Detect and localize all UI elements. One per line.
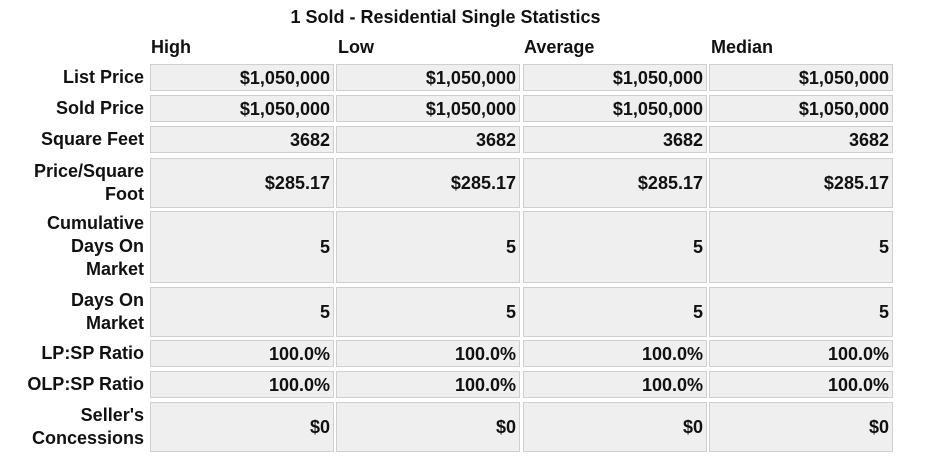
table-cell: $0 — [336, 402, 520, 452]
table-cell: $1,050,000 — [150, 64, 334, 91]
column-header-average: Average — [524, 37, 595, 57]
table-cell: 3682 — [709, 126, 893, 153]
table-cell: $1,050,000 — [709, 95, 893, 122]
table-row: LP:SP Ratio 100.0% 100.0% 100.0% 100.0% — [0, 339, 930, 367]
table-cell: $1,050,000 — [150, 95, 334, 122]
table-row: OLP:SP Ratio 100.0% 100.0% 100.0% 100.0% — [0, 370, 930, 398]
table-cell: 100.0% — [336, 371, 520, 398]
table-cell: 3682 — [523, 126, 707, 153]
table-row: Price/Square Foot $285.17 $285.17 $285.1… — [0, 157, 930, 208]
page-title: 1 Sold - Residential Single Statistics — [290, 7, 601, 27]
table-cell: 3682 — [336, 126, 520, 153]
table-cell: $285.17 — [523, 158, 707, 208]
table-cell: 100.0% — [336, 340, 520, 367]
table-cell: 100.0% — [150, 340, 334, 367]
table-row: Sold Price $1,050,000 $1,050,000 $1,050,… — [0, 94, 930, 122]
table-cell: $1,050,000 — [523, 64, 707, 91]
table-cell: 100.0% — [709, 340, 893, 367]
row-label: List Price — [62, 66, 144, 87]
row-label: LP:SP Ratio — [41, 342, 144, 363]
table-row: Cumulative Days On Market 5 5 5 5 — [0, 210, 930, 283]
column-headers: High Low Average Median — [0, 36, 930, 58]
table-cell: 3682 — [150, 126, 334, 153]
table-cell: 5 — [709, 287, 893, 337]
table-row: Square Feet 3682 3682 3682 3682 — [0, 125, 930, 153]
row-label: Cumulative Days On Market — [46, 213, 144, 279]
table-cell: 100.0% — [150, 371, 334, 398]
table-cell: 5 — [336, 287, 520, 337]
table-row: Days On Market 5 5 5 5 — [0, 286, 930, 337]
table-cell: 5 — [150, 287, 334, 337]
table-cell: 100.0% — [523, 340, 707, 367]
table-cell: $1,050,000 — [336, 95, 520, 122]
table-cell: $285.17 — [150, 158, 334, 208]
table-cell: $1,050,000 — [709, 64, 893, 91]
table-row: List Price $1,050,000 $1,050,000 $1,050,… — [0, 63, 930, 91]
table-cell: 100.0% — [709, 371, 893, 398]
table-cell: 5 — [523, 211, 707, 283]
table-cell: 100.0% — [523, 371, 707, 398]
table-cell: 5 — [709, 211, 893, 283]
table-cell: $0 — [150, 402, 334, 452]
row-label: Seller's Concessions — [31, 404, 144, 448]
table-cell: $1,050,000 — [336, 64, 520, 91]
column-header-high: High — [151, 37, 191, 57]
row-label: Square Feet — [40, 128, 144, 149]
row-label: Sold Price — [55, 97, 144, 118]
row-label: Price/Square Foot — [33, 160, 144, 204]
table-cell: 5 — [336, 211, 520, 283]
table-cell: $0 — [709, 402, 893, 452]
table-row: Seller's Concessions $0 $0 $0 $0 — [0, 401, 930, 452]
table-cell: $1,050,000 — [523, 95, 707, 122]
column-header-low: Low — [338, 37, 374, 57]
row-label: OLP:SP Ratio — [27, 373, 144, 394]
table-cell: 5 — [150, 211, 334, 283]
table-cell: 5 — [523, 287, 707, 337]
row-label: Days On Market — [70, 289, 144, 333]
column-header-median: Median — [711, 37, 774, 57]
table-cell: $285.17 — [709, 158, 893, 208]
table-cell: $285.17 — [336, 158, 520, 208]
table-cell: $0 — [523, 402, 707, 452]
